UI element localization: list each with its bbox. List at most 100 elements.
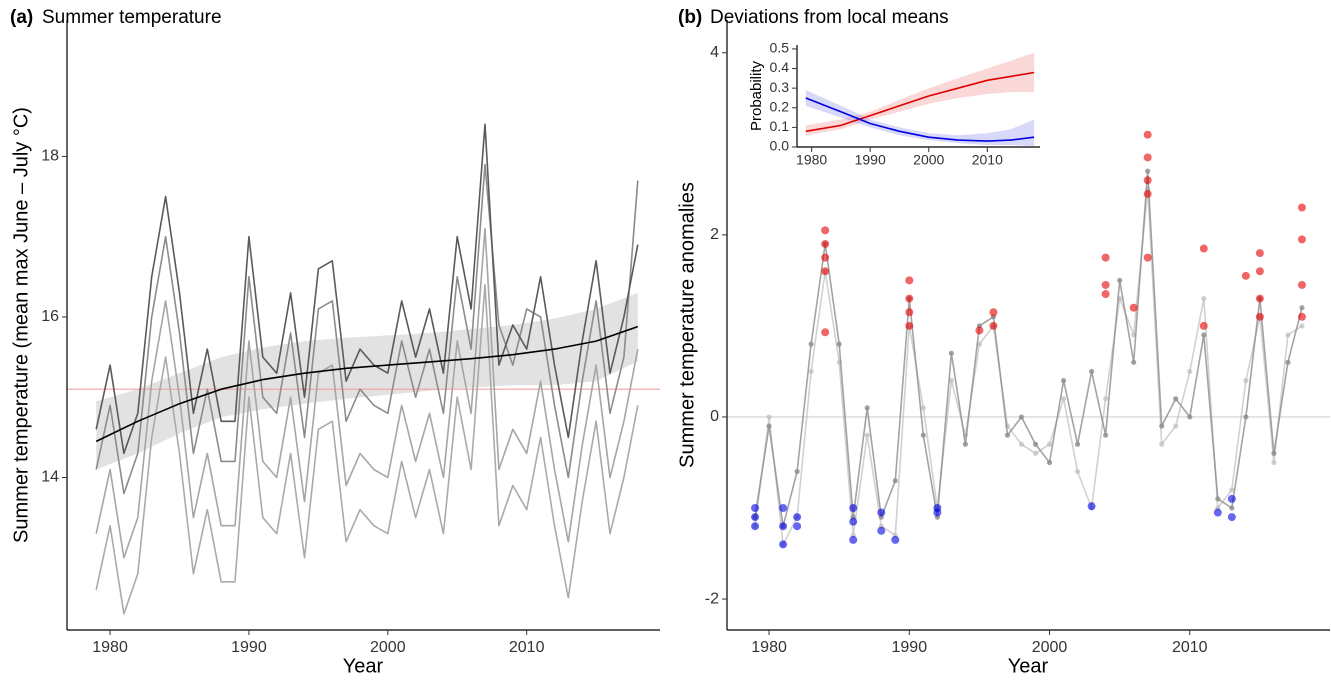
data-point — [948, 350, 954, 356]
data-point — [1143, 130, 1152, 139]
data-point — [1199, 244, 1208, 253]
data-point — [1004, 432, 1011, 438]
data-point — [1173, 396, 1179, 402]
data-point — [1143, 253, 1152, 262]
confidence-band — [805, 52, 1035, 136]
panel-label: (a) — [10, 7, 33, 28]
data-point — [1255, 294, 1264, 303]
series-line — [95, 284, 639, 615]
data-point — [1285, 332, 1291, 338]
data-point — [989, 308, 998, 317]
data-point — [1271, 450, 1277, 456]
y-tick-label: 16 — [41, 308, 59, 325]
data-point — [1187, 414, 1193, 420]
data-point — [836, 341, 842, 347]
x-tick-label: 2000 — [1032, 639, 1068, 656]
data-point — [1241, 271, 1250, 280]
y-tick-label: 2 — [710, 226, 719, 243]
data-point — [877, 526, 886, 535]
data-point — [1187, 368, 1193, 375]
data-point — [751, 513, 760, 522]
data-point — [1299, 305, 1305, 311]
x-tick-label: 1980 — [751, 639, 787, 656]
data-point — [1143, 176, 1152, 185]
series-line — [95, 163, 639, 495]
data-point — [1101, 280, 1110, 289]
data-point — [1229, 487, 1235, 493]
data-point — [1243, 414, 1249, 420]
data-point — [808, 368, 814, 375]
data-point — [1173, 423, 1179, 429]
data-point — [1129, 303, 1138, 312]
x-axis-label: Year — [343, 655, 384, 677]
data-point — [1143, 153, 1152, 162]
data-point — [864, 405, 870, 411]
data-point — [1074, 441, 1081, 447]
y-axis-label: Summer temperature (mean max June – July… — [10, 107, 32, 543]
x-axis-label: Year — [1008, 655, 1049, 677]
data-point — [1089, 368, 1095, 375]
data-point — [1255, 249, 1264, 258]
y-tick-label: 0.4 — [770, 59, 790, 75]
data-point — [962, 441, 968, 447]
data-point — [1297, 312, 1306, 321]
data-point — [905, 294, 914, 303]
data-point — [1297, 203, 1306, 212]
series-line — [95, 227, 639, 559]
y-tick-label: 4 — [710, 44, 719, 61]
data-point — [1243, 377, 1249, 384]
data-point — [821, 328, 830, 337]
y-tick-label: 0.2 — [770, 98, 790, 114]
data-point — [751, 504, 760, 512]
data-point — [821, 267, 830, 276]
data-point — [933, 508, 942, 517]
data-point — [1032, 441, 1039, 447]
data-point — [1285, 359, 1291, 365]
data-point — [1201, 332, 1207, 338]
data-point — [793, 513, 802, 522]
x-tick-label: 2010 — [1172, 639, 1208, 656]
data-point — [1131, 359, 1137, 365]
data-point — [849, 517, 858, 526]
y-tick-label: 0 — [710, 408, 719, 425]
x-tick-label: 2000 — [370, 639, 406, 656]
data-point — [766, 423, 772, 429]
data-point — [1101, 290, 1110, 299]
data-point — [1271, 459, 1277, 466]
x-tick-label: 1980 — [796, 152, 827, 168]
data-point — [779, 504, 788, 512]
data-point — [1060, 377, 1067, 384]
y-tick-label: 0.3 — [770, 79, 790, 95]
data-point — [1046, 441, 1053, 447]
data-point — [948, 377, 954, 384]
data-point — [1215, 496, 1221, 502]
x-tick-label: 1980 — [92, 639, 128, 656]
data-point — [905, 321, 914, 330]
data-point — [975, 326, 984, 335]
x-tick-label: 2000 — [913, 152, 944, 168]
y-tick-label: 0.0 — [770, 138, 790, 154]
series-line — [754, 170, 1303, 527]
chart-title: Summer temperature — [42, 7, 222, 28]
data-point — [849, 535, 858, 544]
y-tick-label: 0.5 — [770, 40, 790, 56]
data-point — [808, 341, 814, 347]
data-point — [766, 414, 772, 420]
y-tick-label: 18 — [41, 148, 59, 165]
data-point — [1229, 505, 1235, 511]
data-point — [1101, 253, 1110, 262]
data-point — [1299, 323, 1305, 329]
x-tick-label: 2010 — [509, 639, 545, 656]
data-point — [1159, 423, 1165, 429]
data-point — [1018, 441, 1025, 447]
data-point — [821, 226, 830, 235]
data-point — [891, 535, 900, 544]
x-tick-label: 2010 — [972, 152, 1003, 168]
series-line — [805, 97, 1035, 142]
data-point — [1103, 396, 1109, 402]
y-tick-label: 0.1 — [770, 118, 790, 134]
x-tick-label: 1990 — [231, 639, 267, 656]
data-point — [920, 405, 926, 411]
data-point — [1255, 267, 1264, 276]
